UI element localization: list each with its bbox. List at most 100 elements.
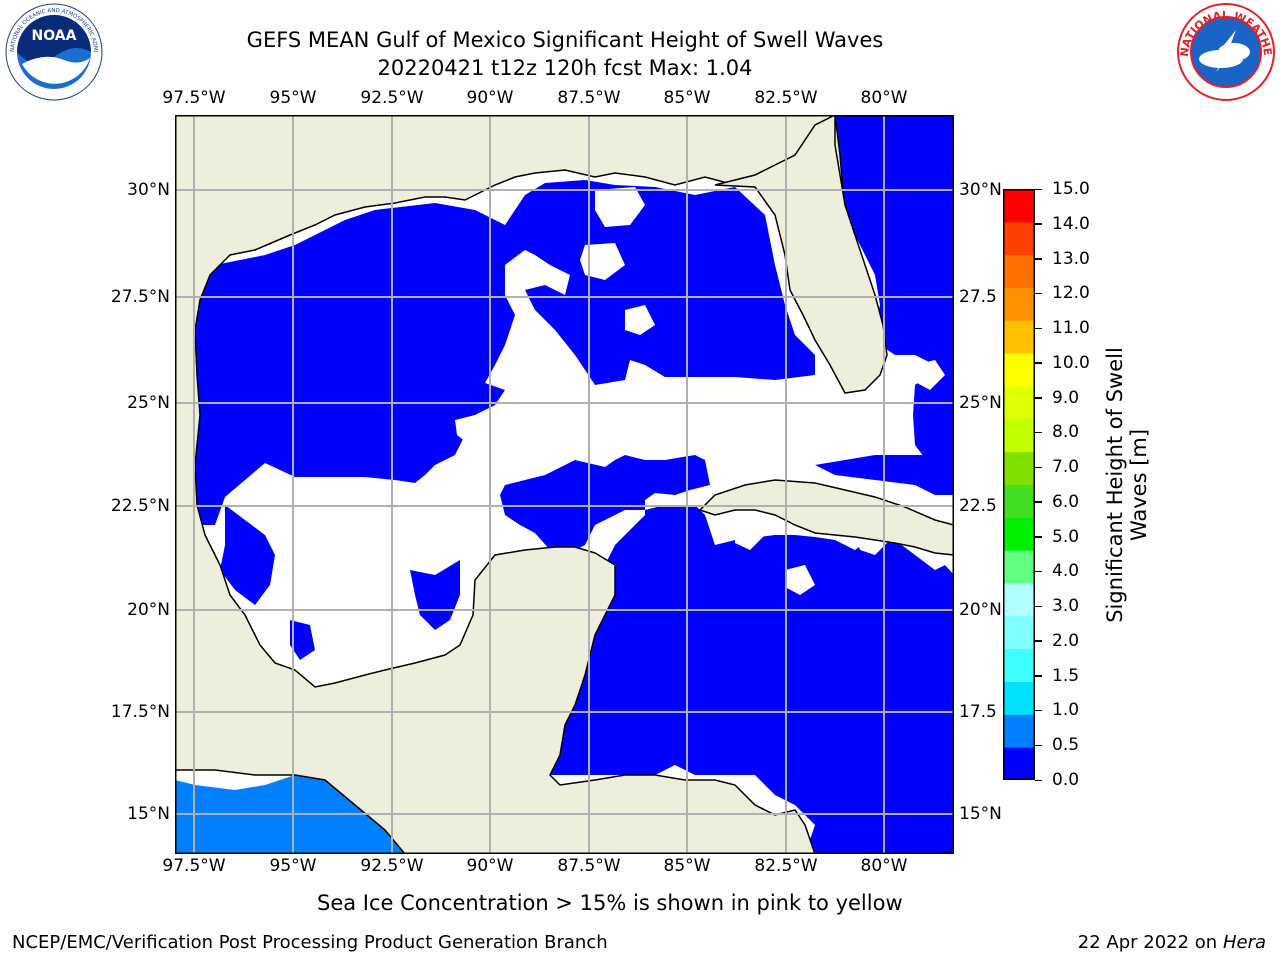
graticule: [175, 115, 954, 854]
colorbar-segment: [1003, 747, 1035, 781]
footer-machine: Hera: [1222, 932, 1266, 953]
colorbar-segment: [1003, 615, 1035, 650]
lon-label-top: 90°W: [466, 88, 514, 108]
lon-label-bottom: 82.5°W: [754, 856, 818, 876]
colorbar-tick-mark: [1035, 466, 1042, 469]
colorbar-label-line1: Significant Height of Swell: [1103, 347, 1127, 623]
swell-field: [195, 115, 954, 854]
colorbar-tick-label: 5.0: [1052, 526, 1080, 547]
colorbar-tick-mark: [1035, 223, 1042, 225]
lon-label-bottom: 92.5°W: [360, 856, 424, 876]
colorbar-segment: [1003, 418, 1035, 453]
colorbar-tick-mark: [1035, 779, 1042, 781]
footer-date: 22 Apr 2022 on Hera: [1078, 932, 1266, 953]
noaa-logo: NOAA NATIONAL OCEANIC AND ATMOSPHERIC AD…: [1, 0, 104, 102]
colorbar-tick-mark: [1035, 675, 1042, 677]
colorbar-segment: [1003, 681, 1035, 715]
chart-subtitle: 20220421 t12z 120h fcst Max: 1.04: [377, 56, 753, 80]
colorbar-tick-label: 3.0: [1052, 596, 1080, 617]
lon-label-top: 87.5°W: [557, 88, 621, 108]
colorbar: [1003, 189, 1035, 781]
lat-label-right: 30°N: [959, 180, 1002, 200]
colorbar-segment: [1003, 714, 1035, 748]
colorbar-segment: [1003, 583, 1035, 617]
sea-ice-caption: Sea Ice Concentration > 15% is shown in …: [317, 891, 903, 915]
colorbar-tick-mark: [1035, 709, 1042, 712]
lon-label-bottom: 97.5°W: [162, 856, 226, 876]
colorbar-tick-label: 2.0: [1052, 630, 1080, 651]
lat-label-right: 15°N: [959, 804, 1002, 824]
colorbar-tick-mark: [1035, 640, 1042, 642]
land: [174, 113, 955, 855]
colorbar-tick-label: 15.0: [1052, 179, 1090, 199]
colorbar-segment: [1003, 287, 1035, 321]
lat-label-left: 20°N: [127, 600, 170, 620]
colorbar-segment: [1003, 254, 1035, 288]
colorbar-tick-label: 8.0: [1052, 422, 1080, 443]
footer-date-text: 22 Apr 2022 on: [1077, 932, 1223, 953]
colorbar-segment: [1003, 189, 1035, 223]
lon-label-bottom: 90°W: [466, 856, 514, 876]
map-svg: [174, 113, 955, 855]
colorbar-tick-label: 7.0: [1052, 457, 1080, 478]
colorbar-tick-mark: [1035, 536, 1042, 538]
colorbar-segment: [1003, 320, 1035, 354]
lat-label-right: 17.5: [959, 702, 997, 722]
lat-label-right: 22.5: [959, 496, 997, 516]
colorbar-tick-mark: [1035, 431, 1042, 434]
colorbar-tick-mark: [1035, 258, 1042, 260]
colorbar-tick-label: 4.0: [1052, 561, 1080, 582]
lat-label-left: 22.5°N: [110, 496, 170, 516]
colorbar-frame: [1003, 189, 1035, 780]
colorbar-tick-mark: [1035, 397, 1042, 399]
colorbar-label-line2: Waves [m]: [1127, 428, 1151, 542]
colorbar-tick-mark: [1035, 605, 1042, 608]
colorbar-tick-label: 0.0: [1052, 770, 1080, 790]
lon-label-top: 82.5°W: [754, 88, 818, 108]
colorbar-segment: [1003, 517, 1035, 551]
lat-label-left: 25°N: [127, 393, 170, 413]
colorbar-tick-mark: [1035, 744, 1042, 747]
colorbar-segment: [1003, 353, 1035, 387]
colorbar-tick-mark: [1035, 570, 1042, 573]
colorbar-tick-mark: [1035, 501, 1042, 503]
colorbar-tick-mark: [1035, 292, 1042, 295]
colorbar-segment: [1003, 451, 1035, 485]
colorbar-tick-label: 12.0: [1052, 283, 1090, 304]
colorbar-tick-label: 6.0: [1052, 491, 1080, 512]
footer-branch: NCEP/EMC/Verification Post Processing Pr…: [12, 932, 608, 953]
colorbar-tick-label: 13.0: [1052, 248, 1090, 269]
lat-label-left: 30°N: [127, 180, 170, 200]
colorbar-tick-mark: [1035, 362, 1042, 364]
colorbar-tick-mark: [1035, 327, 1042, 330]
lat-label-left: 15°N: [127, 804, 170, 824]
colorbar-segment: [1003, 648, 1035, 682]
colorbar-segment: [1003, 386, 1035, 420]
lon-label-bottom: 85°W: [663, 856, 711, 876]
colorbar-tick-label: 10.0: [1052, 352, 1090, 373]
lat-label-right: 20°N: [959, 600, 1002, 620]
colorbar-tick-label: 0.5: [1052, 735, 1080, 756]
colorbar-tick-label: 14.0: [1052, 213, 1090, 234]
nws-logo: NATIONAL WEATHER SERVICE: [1172, 0, 1276, 102]
lat-label-left: 27.5°N: [110, 287, 170, 307]
lon-label-top: 97.5°W: [162, 88, 226, 108]
colorbar-tick-label: 1.0: [1052, 700, 1080, 721]
lon-label-top: 95°W: [269, 88, 317, 108]
lat-label-right: 27.5: [959, 287, 997, 307]
colorbar-tick-label: 9.0: [1052, 387, 1080, 408]
lon-label-bottom: 80°W: [860, 856, 908, 876]
map-frame: [175, 115, 954, 854]
colorbar-segment: [1003, 550, 1035, 584]
colorbar-segment: [1003, 221, 1035, 256]
chart-title: GEFS MEAN Gulf of Mexico Significant Hei…: [246, 28, 884, 52]
lon-label-top: 92.5°W: [360, 88, 424, 108]
lon-label-top: 80°W: [860, 88, 908, 108]
colorbar-tick-mark: [1035, 188, 1042, 190]
lat-label-left: 17.5°N: [110, 702, 170, 722]
noaa-logo-text: NOAA: [32, 28, 77, 44]
colorbar-tick-label: 11.0: [1052, 318, 1090, 339]
lon-label-bottom: 95°W: [269, 856, 317, 876]
map-panel: [174, 113, 955, 855]
colorbar-segment: [1003, 484, 1035, 518]
